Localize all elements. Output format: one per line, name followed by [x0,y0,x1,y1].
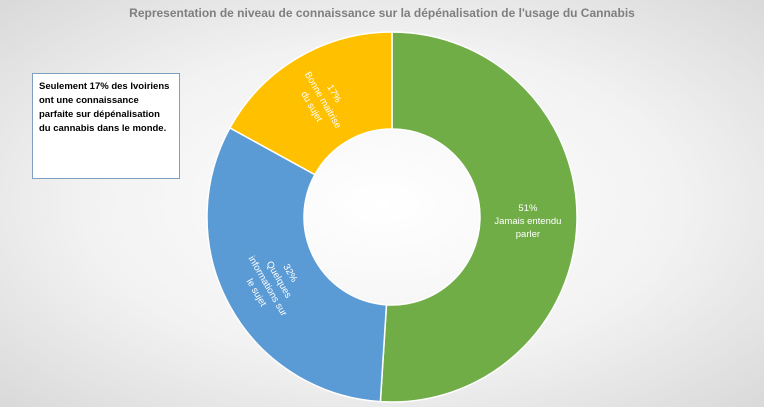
slice [228,31,393,176]
annotation: Seulement 17% des Ivoiriens ont une conn… [32,73,180,179]
slice-value: 51% [518,202,538,214]
chart-title: Representation de niveau de connaissance… [129,6,635,20]
slice-label: 51% Jamais entendu parler [488,195,568,247]
slice [206,126,388,403]
slice [379,31,578,403]
slice-category: Jamais entendu parler [494,215,562,240]
